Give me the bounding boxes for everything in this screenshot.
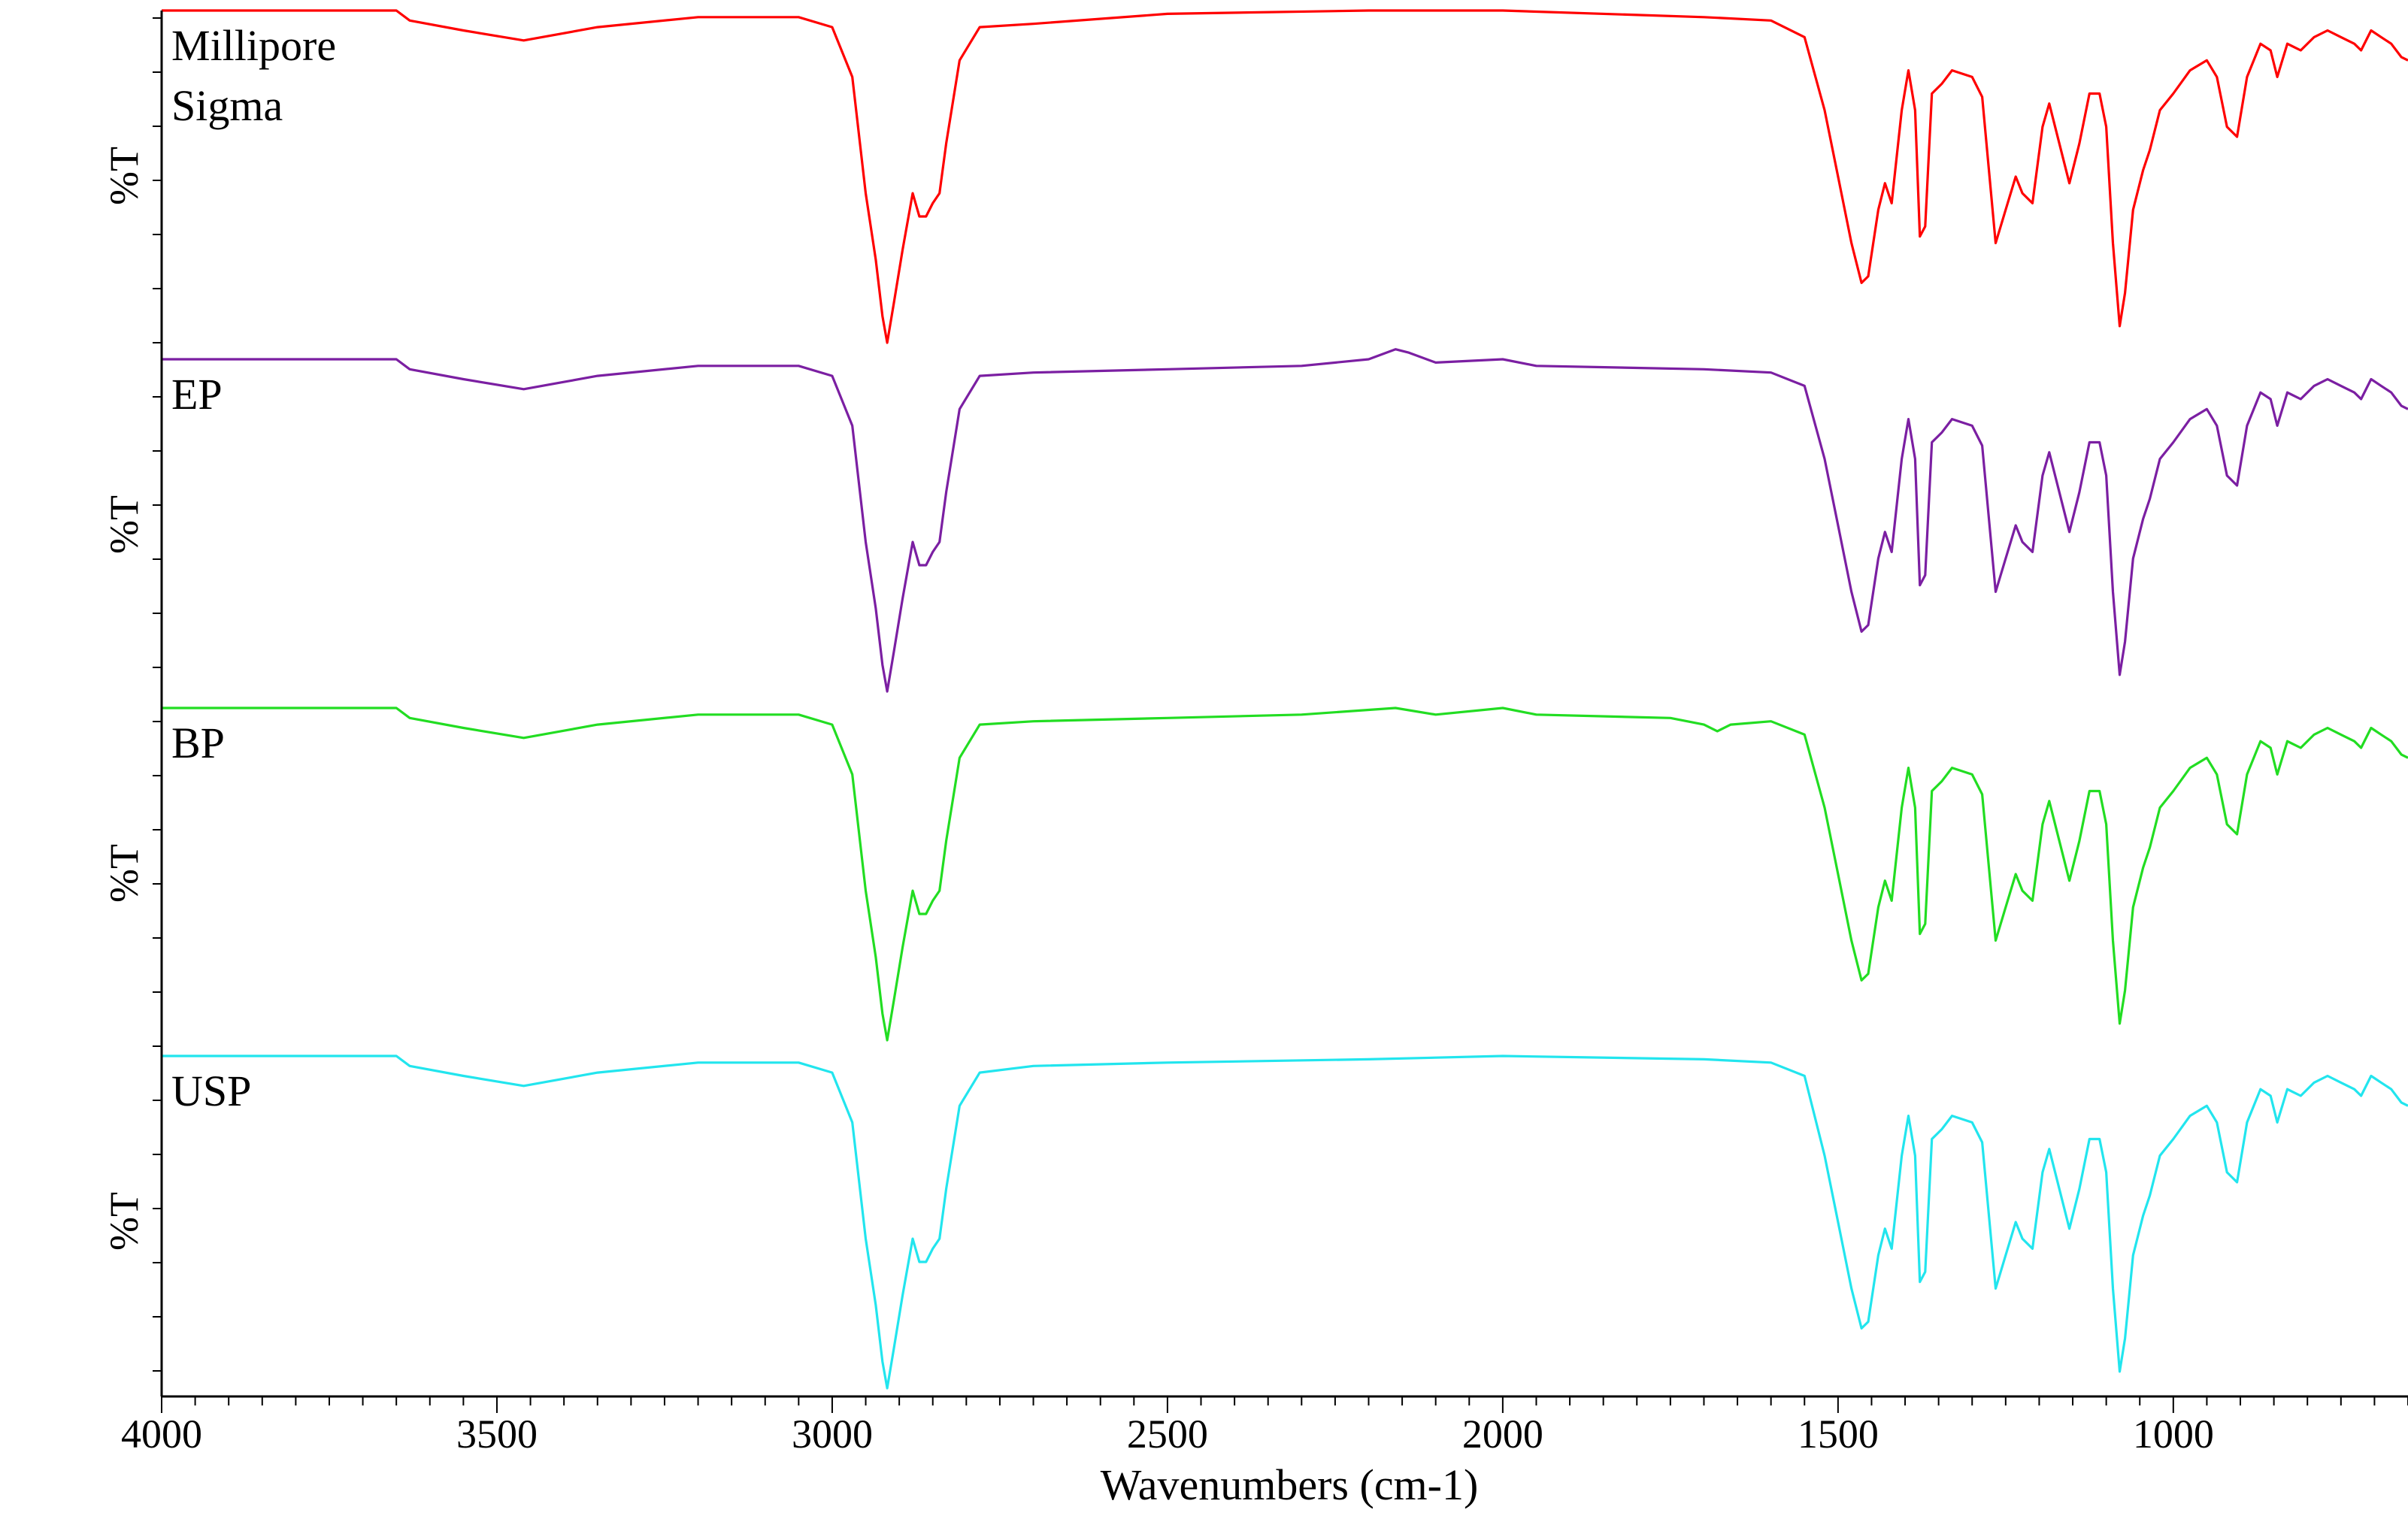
spectrum-line bbox=[162, 706, 2408, 1042]
series-label: Sigma bbox=[171, 81, 283, 130]
x-tick-label: 4000 bbox=[121, 1411, 202, 1457]
y-axis-label: %T bbox=[101, 495, 147, 554]
series-label: USP bbox=[171, 1067, 251, 1115]
spectrum-line bbox=[162, 1054, 2408, 1390]
spectrum-panel: Millipore Sigma %T bbox=[101, 9, 2408, 344]
x-axis-label: Wavenumbers (cm-1) bbox=[1101, 1460, 1479, 1509]
x-tick-label: 2000 bbox=[1462, 1411, 1543, 1457]
spectrum-line bbox=[162, 348, 2408, 693]
spectrum-panel: EP %T bbox=[101, 348, 2408, 693]
x-tick-label: 3000 bbox=[792, 1411, 873, 1457]
spectrum-panel: USP %T bbox=[101, 1054, 2408, 1390]
series-label: BP bbox=[171, 719, 225, 767]
x-tick-label: 1000 bbox=[2133, 1411, 2214, 1457]
x-tick-label: 2500 bbox=[1127, 1411, 1208, 1457]
series-label: Millipore bbox=[171, 21, 336, 70]
x-tick-label: 1500 bbox=[1798, 1411, 1879, 1457]
y-axis-label: %T bbox=[101, 1192, 147, 1251]
spectrum-panel: BP %T bbox=[101, 706, 2408, 1042]
series-label: EP bbox=[171, 370, 223, 419]
x-axis: 4000 3500 3000 2500 2000 1500 1000 bbox=[121, 11, 2408, 1457]
x-tick-label: 3500 bbox=[456, 1411, 538, 1457]
y-axis-label: %T bbox=[101, 844, 147, 903]
spectrum-line bbox=[162, 9, 2408, 344]
spectra-panels: Millipore Sigma %T EP %T BP %T USP %T bbox=[101, 9, 2408, 1390]
y-axis-label: %T bbox=[101, 147, 147, 205]
